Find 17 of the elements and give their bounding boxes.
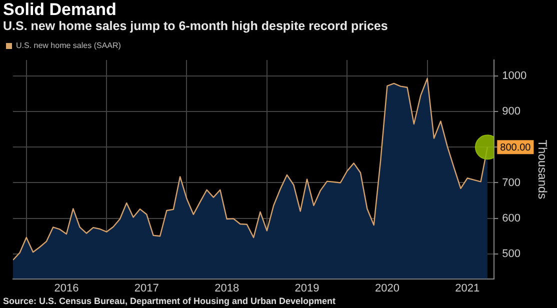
x-tick-label: 2020	[374, 282, 400, 294]
x-tick-label: 2016	[54, 282, 79, 294]
x-tick-label: 2018	[214, 282, 240, 294]
y-axis-title: Thousands	[535, 140, 550, 200]
data-label: 800.00	[500, 142, 532, 154]
y-tick-label: 700	[502, 176, 520, 189]
chart-subtitle: U.S. new home sales jump to 6-month high despite record prices	[3, 19, 388, 33]
y-tick-label: 500	[502, 248, 520, 260]
source-note: Source: U.S. Census Bureau, Department of Housing and Urban Development	[3, 296, 336, 306]
x-tick-label: 2019	[294, 282, 320, 294]
x-tick-label: 2017	[134, 282, 159, 294]
legend-label: U.S. new home sales (SAAR)	[16, 41, 122, 50]
x-tick-label: 2021	[455, 282, 480, 294]
y-tick-label: 1000	[502, 70, 527, 82]
y-tick-label: 600	[502, 212, 520, 224]
chart-title: Solid Demand	[3, 0, 116, 20]
y-tick-label: 900	[502, 106, 520, 118]
